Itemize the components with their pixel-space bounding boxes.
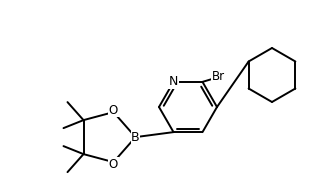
Text: N: N bbox=[169, 75, 178, 88]
Text: B: B bbox=[131, 131, 140, 144]
Text: Br: Br bbox=[212, 70, 225, 83]
Text: O: O bbox=[109, 158, 118, 171]
Text: O: O bbox=[109, 104, 118, 117]
